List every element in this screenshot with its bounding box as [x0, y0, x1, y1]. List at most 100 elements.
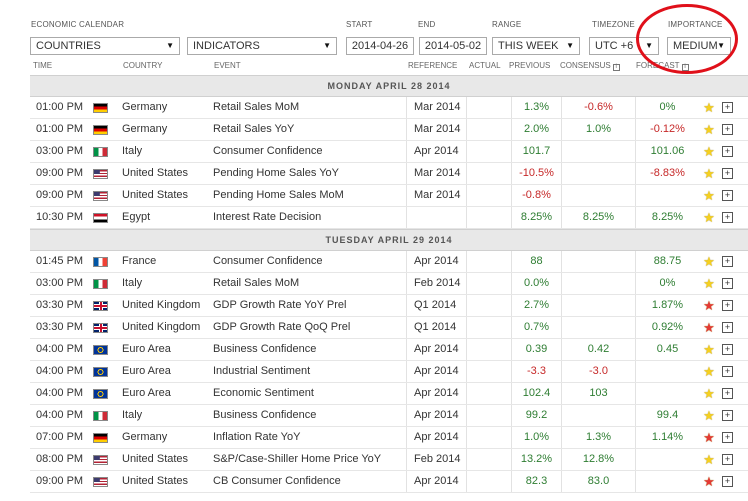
country-cell: Italy	[122, 409, 143, 421]
expand-plus-icon[interactable]: +	[722, 190, 733, 201]
info-icon[interactable]: i	[612, 64, 620, 71]
table-row[interactable]: 01:45 PM France Consumer Confidence Apr 201…	[30, 251, 748, 273]
table-row[interactable]: 09:00 PM United States Pending Home Sales …	[30, 185, 748, 207]
star-yellow-icon[interactable]: ★	[703, 276, 715, 291]
actual-cell	[466, 207, 511, 228]
expand-plus-icon[interactable]: +	[722, 388, 733, 399]
event-cell: Business Confidence	[213, 409, 317, 421]
expand-plus-icon[interactable]: +	[722, 146, 733, 157]
time-cell: 04:00 PM	[36, 343, 84, 355]
star-yellow-icon[interactable]: ★	[703, 452, 715, 467]
star-yellow-icon[interactable]: ★	[703, 100, 715, 115]
event-cell: Pending Home Sales YoY	[213, 167, 339, 179]
table-row[interactable]: 01:00 PM Germany Retail Sales YoY Mar 2014 2…	[30, 119, 748, 141]
expand-plus-icon[interactable]: +	[722, 410, 733, 421]
table-row[interactable]: 04:00 PM Euro Area Business Confidence Apr …	[30, 339, 748, 361]
start-date-input[interactable]: 2014-04-26	[346, 37, 414, 55]
previous-cell: 99.2	[511, 405, 561, 426]
reference-cell: Apr 2014	[406, 251, 466, 272]
reference-cell: Q1 2014	[406, 295, 466, 316]
star-yellow-icon[interactable]: ★	[703, 254, 715, 269]
star-yellow-icon[interactable]: ★	[703, 210, 715, 225]
flag-eu-icon	[93, 367, 108, 377]
event-cell: Retail Sales YoY	[213, 123, 295, 135]
expand-plus-icon[interactable]: +	[722, 300, 733, 311]
star-yellow-icon[interactable]: ★	[703, 166, 715, 181]
table-row[interactable]: 03:00 PM Italy Consumer Confidence Apr 2014…	[30, 141, 748, 163]
star-yellow-icon[interactable]: ★	[703, 144, 715, 159]
event-cell: Industrial Sentiment	[213, 365, 311, 377]
column-consensus: CONSENSUS i	[560, 61, 620, 71]
consensus-cell: 83.0	[561, 471, 635, 492]
table-row[interactable]: 03:00 PM Italy Retail Sales MoM Feb 2014 0.0…	[30, 273, 748, 295]
info-icon[interactable]: i	[681, 64, 689, 71]
table-row[interactable]: 03:30 PM United Kingdom GDP Growth Rate Yo…	[30, 295, 748, 317]
star-yellow-icon[interactable]: ★	[703, 122, 715, 137]
end-date-input[interactable]: 2014-05-02	[419, 37, 487, 55]
expand-plus-icon[interactable]: +	[722, 322, 733, 333]
star-red-icon[interactable]: ★	[703, 474, 715, 489]
actual-cell	[466, 383, 511, 404]
forecast-cell	[635, 185, 699, 206]
country-cell: United States	[122, 453, 189, 465]
reference-cell: Mar 2014	[406, 97, 466, 118]
expand-plus-icon[interactable]: +	[722, 454, 733, 465]
country-cell: United States	[122, 475, 189, 487]
table-row[interactable]: 09:00 PM United States Pending Home Sales …	[30, 163, 748, 185]
importance-select[interactable]: MEDIUM ▼	[667, 37, 731, 55]
table-row[interactable]: 01:00 PM Germany Retail Sales MoM Mar 2014 1…	[30, 97, 748, 119]
indicators-select[interactable]: INDICATORS ▼	[187, 37, 337, 55]
table-row[interactable]: 07:00 PM Germany Inflation Rate YoY Apr 201…	[30, 427, 748, 449]
expand-plus-icon[interactable]: +	[722, 476, 733, 487]
star-yellow-icon[interactable]: ★	[703, 364, 715, 379]
flag-eu-icon	[93, 345, 108, 355]
flag-germany-icon	[93, 103, 108, 113]
country-cell: United States	[122, 189, 189, 201]
forecast-cell: 0.92%	[635, 317, 699, 338]
time-cell: 09:00 PM	[36, 167, 84, 179]
event-cell: Interest Rate Decision	[213, 211, 322, 223]
table-row[interactable]: 10:30 PM Egypt Interest Rate Decision 8.25%…	[30, 207, 748, 229]
table-row[interactable]: 04:00 PM Euro Area Industrial Sentiment Apr…	[30, 361, 748, 383]
previous-cell: 1.3%	[511, 97, 561, 118]
expand-plus-icon[interactable]: +	[722, 432, 733, 443]
star-red-icon[interactable]: ★	[703, 430, 715, 445]
table-row[interactable]: 04:00 PM Euro Area Economic Sentiment Apr 2…	[30, 383, 748, 405]
table-row[interactable]: 08:00 PM United States S&P/Case-Shiller Ho…	[30, 449, 748, 471]
expand-plus-icon[interactable]: +	[722, 212, 733, 223]
star-red-icon[interactable]: ★	[703, 298, 715, 313]
country-cell: Euro Area	[122, 343, 171, 355]
range-select[interactable]: THIS WEEK ▼	[492, 37, 580, 55]
consensus-cell	[561, 317, 635, 338]
flag-uk-icon	[93, 301, 108, 311]
expand-plus-icon[interactable]: +	[722, 168, 733, 179]
economic-calendar-label: ECONOMIC CALENDAR	[31, 20, 125, 29]
expand-plus-icon[interactable]: +	[722, 124, 733, 135]
consensus-cell	[561, 185, 635, 206]
column-header-row: TIME COUNTRY EVENT REFERENCE ACTUAL PREV…	[0, 61, 748, 73]
expand-plus-icon[interactable]: +	[722, 102, 733, 113]
timezone-select[interactable]: UTC +6 ▼	[589, 37, 659, 55]
expand-plus-icon[interactable]: +	[722, 344, 733, 355]
forecast-cell: 0.45	[635, 339, 699, 360]
expand-plus-icon[interactable]: +	[722, 278, 733, 289]
event-cell: CB Consumer Confidence	[213, 475, 341, 487]
previous-cell: -0.8%	[511, 185, 561, 206]
expand-plus-icon[interactable]: +	[722, 256, 733, 267]
countries-select[interactable]: COUNTRIES ▼	[30, 37, 180, 55]
star-yellow-icon[interactable]: ★	[703, 408, 715, 423]
event-cell: S&P/Case-Shiller Home Price YoY	[213, 453, 382, 465]
star-red-icon[interactable]: ★	[703, 320, 715, 335]
table-row[interactable]: 09:00 PM United States CB Consumer Confide…	[30, 471, 748, 493]
expand-plus-icon[interactable]: +	[722, 366, 733, 377]
star-yellow-icon[interactable]: ★	[703, 386, 715, 401]
consensus-cell: -3.0	[561, 361, 635, 382]
flag-france-icon	[93, 257, 108, 267]
end-label: END	[418, 20, 436, 29]
table-row[interactable]: 04:00 PM Italy Business Confidence Apr 2014…	[30, 405, 748, 427]
reference-cell: Mar 2014	[406, 119, 466, 140]
table-row[interactable]: 03:30 PM United Kingdom GDP Growth Rate Qo…	[30, 317, 748, 339]
star-yellow-icon[interactable]: ★	[703, 188, 715, 203]
forecast-cell: 99.4	[635, 405, 699, 426]
star-yellow-icon[interactable]: ★	[703, 342, 715, 357]
